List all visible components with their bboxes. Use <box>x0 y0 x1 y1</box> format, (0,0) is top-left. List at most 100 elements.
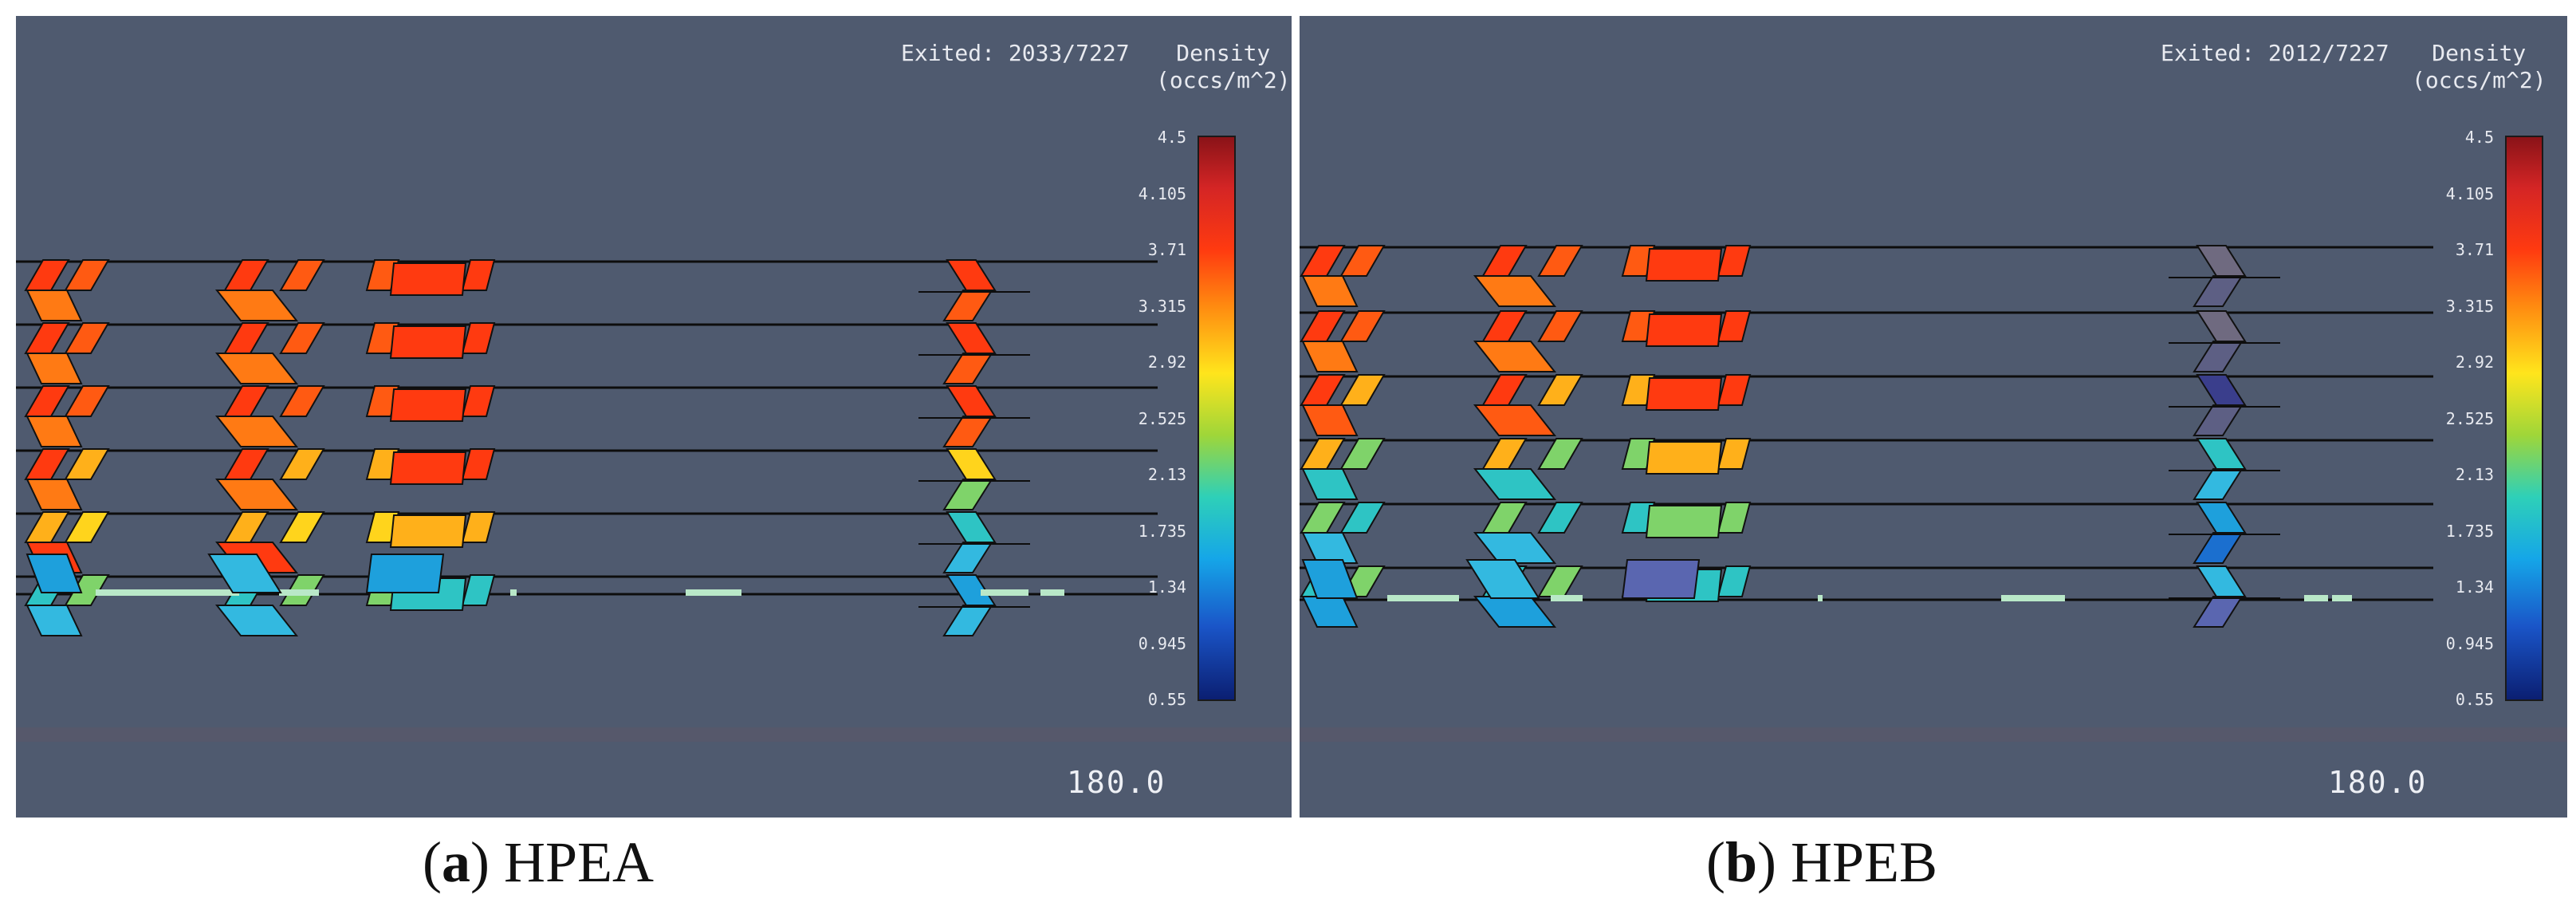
stair-density-scene-b <box>1300 245 2433 628</box>
density-cell <box>64 511 110 543</box>
time-readout: 180.0 <box>1067 765 1166 800</box>
density-title-line1: Density <box>1176 40 1271 66</box>
density-cell <box>64 385 110 417</box>
density-cell <box>942 353 993 384</box>
density-cell <box>24 259 70 291</box>
density-cell <box>1301 532 1359 564</box>
density-cell <box>279 511 325 543</box>
density-cell <box>1300 310 1346 342</box>
caption-text: HPEB <box>1791 830 1938 894</box>
density-cell <box>2193 468 2244 500</box>
density-title-line2: (occs/m^2) <box>2412 67 2547 93</box>
density-cell <box>2196 374 2247 406</box>
density-cell <box>24 385 70 417</box>
colorbar-tick-label: 0.945 <box>2445 633 2494 653</box>
density-cell <box>1339 310 1386 342</box>
density-cell <box>1717 310 1752 342</box>
density-cell <box>1465 559 1540 599</box>
density-cell <box>1473 275 1557 307</box>
density-cell <box>2196 245 2247 277</box>
density-cell <box>26 479 83 510</box>
density-cell <box>461 574 496 606</box>
colorbar-tick-label: 3.71 <box>1147 240 1186 259</box>
density-cell <box>1537 245 1583 277</box>
density-cell <box>26 605 83 636</box>
density-cell <box>64 574 110 606</box>
density-cell <box>2196 438 2247 470</box>
density-cell <box>365 554 445 593</box>
exit-marker <box>510 589 517 596</box>
colorbar-tick-label: 4.5 <box>1157 128 1186 147</box>
colorbar-tick-label: 0.55 <box>1147 690 1186 709</box>
colorbar-tick-label: 1.735 <box>1138 521 1186 541</box>
exit-marker <box>1818 595 1823 601</box>
stair-density-scene-a <box>16 259 1158 636</box>
colorbar-tick-label: 0.945 <box>1138 633 1186 653</box>
colorbar-tick-label: 1.34 <box>1147 577 1186 597</box>
density-cell <box>1339 245 1386 277</box>
density-cell <box>24 511 70 543</box>
exit-marker <box>1551 595 1583 601</box>
ground-strip <box>1300 727 2567 742</box>
colorbar-tick-label: 2.92 <box>2455 353 2494 372</box>
density-cell <box>1537 374 1583 406</box>
density-cell <box>2193 341 2244 372</box>
density-cell <box>942 605 993 636</box>
density-cell <box>1301 596 1359 628</box>
colorbar-tick-label: 2.13 <box>1147 465 1186 484</box>
density-cell <box>946 511 997 543</box>
density-cell <box>1645 248 1723 282</box>
exit-marker <box>1387 595 1459 601</box>
density-cell <box>2196 565 2247 597</box>
density-cell <box>1481 502 1528 534</box>
density-cell <box>1473 532 1557 564</box>
colorbar-tick-label: 1.34 <box>2455 577 2494 597</box>
density-cell <box>1717 565 1752 597</box>
density-cell <box>461 322 496 354</box>
caption-letter: b <box>1725 830 1758 894</box>
density-cell <box>1717 502 1752 534</box>
density-cell <box>942 290 993 321</box>
colorbar-tick-label: 4.105 <box>2445 183 2494 203</box>
density-cell <box>64 259 110 291</box>
exit-marker <box>2304 595 2328 601</box>
density-cell <box>24 322 70 354</box>
exited-counter: Exited: 2012/7227 <box>2161 40 2389 66</box>
density-cell <box>1301 404 1359 436</box>
density-cell <box>214 353 299 384</box>
density-cell <box>1473 468 1557 500</box>
density-cell <box>1339 438 1386 470</box>
density-cell <box>279 385 325 417</box>
caption-letter: a <box>441 830 470 894</box>
colorbar-tick-label: 3.315 <box>1138 296 1186 316</box>
density-cell <box>1717 438 1752 470</box>
density-cell <box>1339 374 1386 406</box>
colorbar-tick-label: 0.55 <box>2455 690 2494 709</box>
caption-a: (a) HPEA <box>423 830 654 894</box>
density-cell <box>1301 275 1359 307</box>
density-cell <box>942 479 993 510</box>
density-cell <box>26 554 83 593</box>
density-cell <box>946 385 997 417</box>
density-cell <box>1300 502 1346 534</box>
density-cell <box>1537 502 1583 534</box>
density-cell <box>24 448 70 480</box>
density-cell <box>1537 438 1583 470</box>
density-cell <box>223 448 269 480</box>
density-cell <box>946 322 997 354</box>
density-legend-title: Density (occs/m^2) <box>1156 40 1291 94</box>
density-cell <box>1301 468 1359 500</box>
density-cell <box>207 554 282 593</box>
density-cell <box>1300 438 1346 470</box>
density-cell <box>223 259 269 291</box>
density-cell <box>26 353 83 384</box>
density-colorbar <box>1198 136 1236 701</box>
density-cell <box>26 416 83 447</box>
density-cell <box>2193 404 2244 436</box>
exit-marker <box>2332 595 2352 601</box>
density-cell <box>461 259 496 291</box>
exit-marker <box>981 589 1028 596</box>
density-cell <box>1473 404 1557 436</box>
density-title-line1: Density <box>2432 40 2527 66</box>
density-cell <box>26 290 83 321</box>
